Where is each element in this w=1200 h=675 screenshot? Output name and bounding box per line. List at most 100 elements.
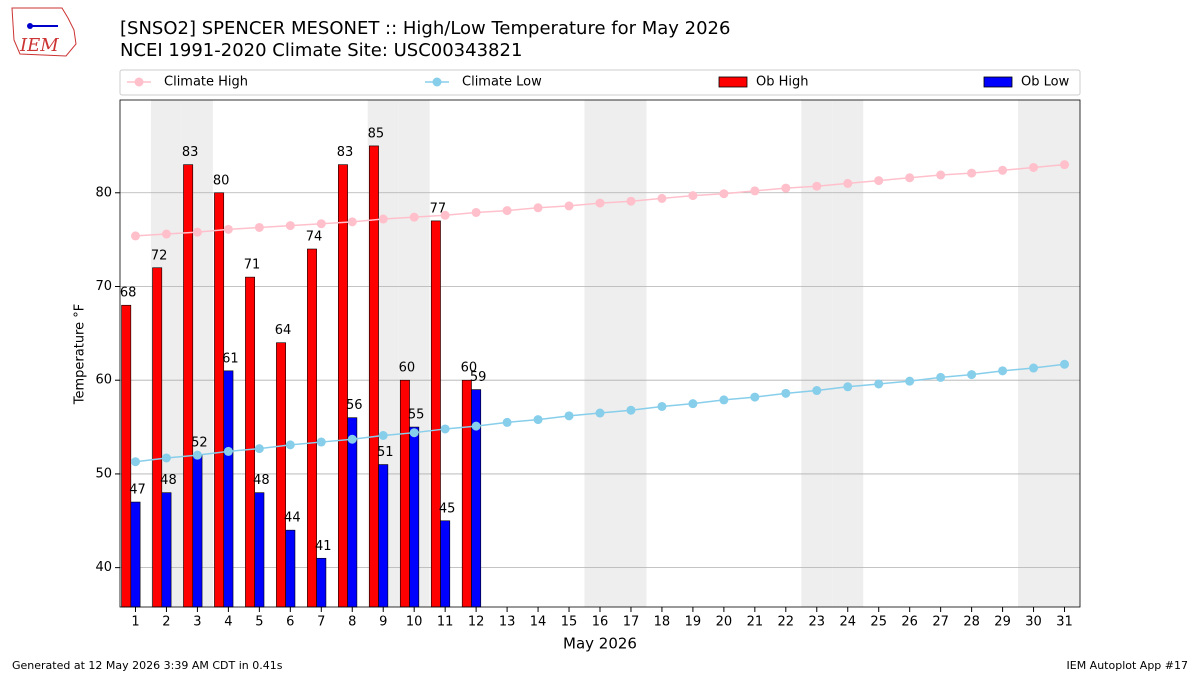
data-label: 59	[470, 370, 487, 385]
x-tick-label: 14	[530, 615, 547, 630]
point	[874, 176, 884, 186]
legend-swatch	[983, 76, 1013, 88]
x-tick-label: 13	[499, 615, 516, 630]
point	[843, 178, 853, 188]
data-label: 83	[337, 145, 354, 160]
point	[688, 399, 698, 409]
point	[905, 173, 915, 183]
bar	[223, 370, 234, 608]
point	[843, 382, 853, 392]
x-tick-label: 8	[348, 615, 356, 630]
x-tick-label: 28	[963, 615, 980, 630]
point	[192, 450, 202, 460]
point	[409, 212, 419, 222]
legend-marker	[432, 77, 442, 87]
bar	[285, 529, 296, 608]
point	[130, 457, 140, 467]
x-tick-label: 22	[778, 615, 795, 630]
data-label: 44	[284, 511, 301, 526]
x-tick-label: 17	[623, 615, 640, 630]
data-label: 47	[129, 483, 146, 498]
x-tick-label: 15	[561, 615, 578, 630]
point	[564, 411, 574, 421]
weekend-shade	[1018, 100, 1050, 607]
point	[905, 376, 915, 386]
chart-title: [SNSO2] SPENCER MESONET :: High/Low Temp…	[120, 18, 730, 39]
legend-label: Climate High	[164, 75, 248, 90]
point	[254, 222, 264, 232]
bar	[316, 557, 327, 608]
point	[998, 366, 1008, 376]
point	[626, 405, 636, 415]
point	[657, 401, 667, 411]
y-tick-label: 50	[95, 466, 112, 481]
data-label: 85	[368, 126, 385, 141]
weekend-shade	[615, 100, 647, 607]
x-tick-label: 9	[379, 615, 387, 630]
point	[192, 227, 202, 237]
logo-text: IEM	[19, 35, 59, 56]
point	[595, 408, 605, 418]
bar	[368, 145, 379, 608]
x-tick-label: 5	[255, 615, 263, 630]
weekend-shade	[1049, 100, 1080, 607]
footer-right: IEM Autoplot App #17	[1067, 659, 1189, 672]
point	[812, 181, 822, 191]
x-tick-label: 20	[716, 615, 733, 630]
point	[316, 437, 326, 447]
y-axis-label: Temperature °F	[73, 304, 88, 405]
data-label: 56	[346, 398, 363, 413]
bar	[254, 492, 265, 608]
data-label: 55	[408, 408, 425, 423]
y-tick-label: 60	[95, 373, 112, 388]
point	[967, 168, 977, 178]
data-label: 61	[222, 351, 239, 366]
logo: IEM	[11, 7, 77, 57]
point	[719, 395, 729, 405]
point	[409, 428, 419, 438]
chart-subtitle: NCEI 1991-2020 Climate Site: USC00343821	[120, 40, 522, 61]
point	[285, 440, 295, 450]
bar	[214, 192, 225, 608]
x-tick-label: 16	[592, 615, 609, 630]
point	[285, 221, 295, 231]
data-label: 83	[182, 145, 199, 160]
point	[440, 424, 450, 434]
bar	[338, 164, 348, 608]
x-tick-label: 27	[932, 615, 949, 630]
point	[316, 219, 326, 229]
point	[936, 372, 946, 382]
point	[781, 183, 791, 193]
point	[750, 186, 760, 196]
x-tick-label: 30	[1025, 615, 1042, 630]
point	[998, 165, 1008, 175]
point	[502, 417, 512, 427]
point	[254, 444, 264, 454]
logo-dot	[27, 23, 33, 29]
point	[471, 421, 481, 431]
x-tick-label: 31	[1056, 615, 1073, 630]
data-label: 60	[399, 361, 416, 376]
x-tick-label: 12	[468, 615, 485, 630]
point	[378, 431, 388, 441]
data-label: 60	[461, 361, 478, 376]
point	[626, 196, 636, 206]
legend-label: Ob Low	[1021, 75, 1070, 90]
bar	[378, 464, 389, 608]
point	[378, 214, 388, 224]
weekend-shade	[801, 100, 833, 607]
point	[1029, 363, 1039, 373]
weekend-shade	[832, 100, 864, 607]
point	[1029, 162, 1039, 172]
bar	[245, 276, 256, 608]
point	[936, 170, 946, 180]
point	[471, 207, 481, 217]
x-tick-label: 24	[839, 615, 856, 630]
point	[967, 370, 977, 380]
data-label: 51	[377, 445, 394, 460]
y-tick-label: 70	[95, 279, 112, 294]
x-tick-label: 23	[809, 615, 826, 630]
point	[781, 388, 791, 398]
